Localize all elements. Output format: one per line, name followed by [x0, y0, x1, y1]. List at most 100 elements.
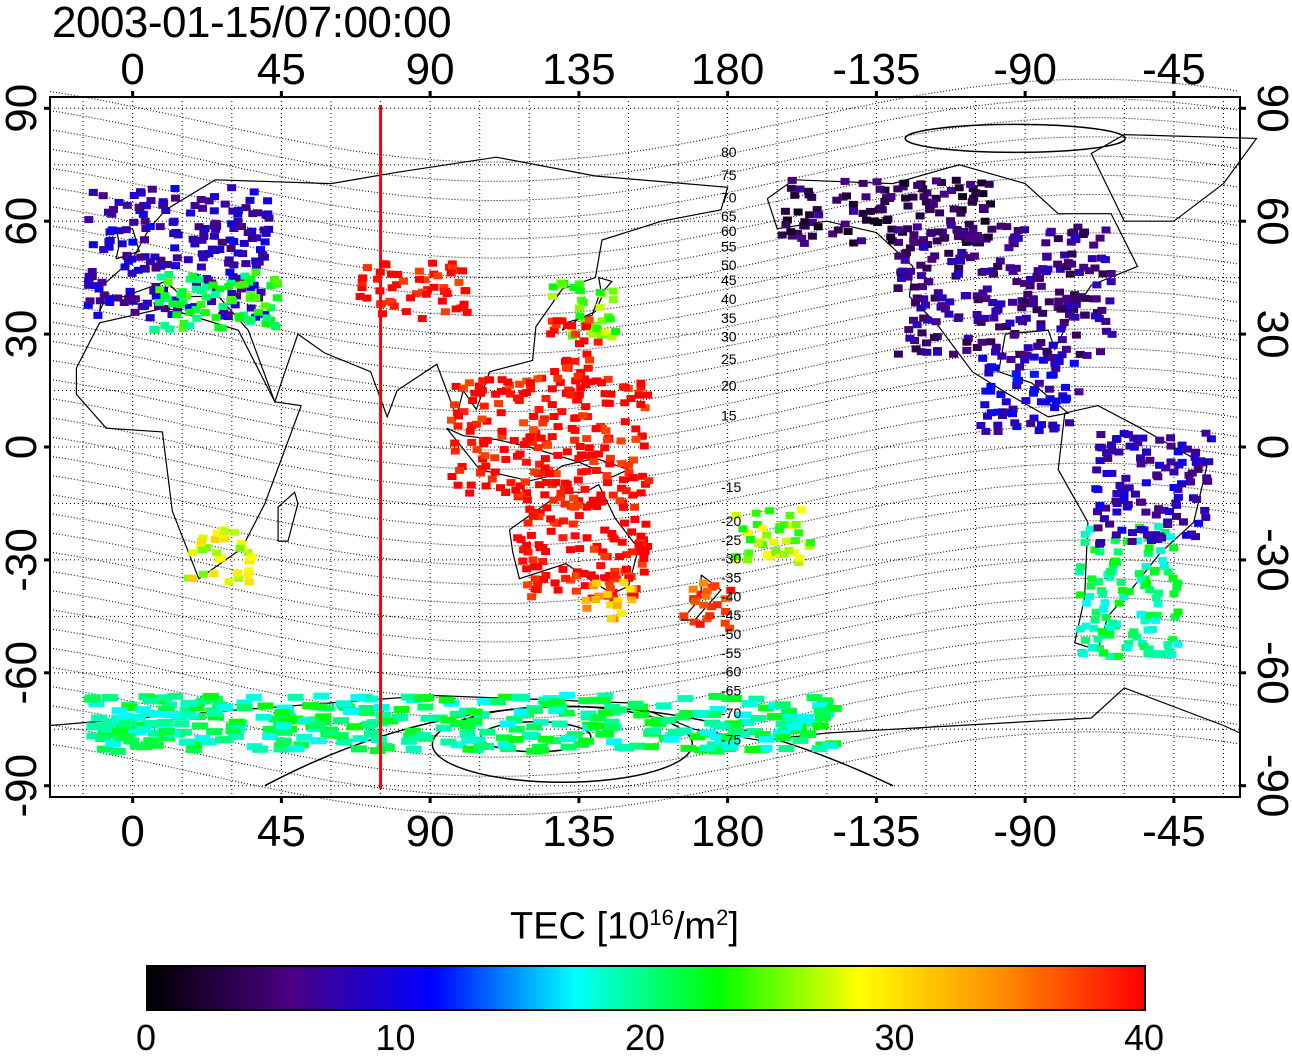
- tec-cell-alaska-canada: [947, 187, 956, 194]
- tec-cell-east-asia: [576, 369, 586, 377]
- tec-cell-southeast-asia: [582, 467, 592, 475]
- tec-cell-japan: [608, 287, 618, 295]
- coastline-eurasia: [99, 156, 729, 419]
- tec-cell-north-america: [1017, 304, 1027, 312]
- tec-cell-europe-south: [194, 275, 204, 283]
- tec-cell-antarctic-ring: [255, 713, 272, 721]
- tec-cell-north-america: [995, 323, 1005, 331]
- tec-cell-alaska-canada: [800, 218, 810, 226]
- tec-cell-alaska-canada: [781, 221, 791, 229]
- tec-cell-europe-south: [196, 301, 206, 309]
- tec-cell-australia: [605, 585, 615, 593]
- tec-cell-central-asia: [417, 315, 427, 323]
- colorbar-tick-label: 0: [135, 1017, 157, 1058]
- tec-cell-north-america: [945, 298, 955, 306]
- tec-cell-southeast-asia: [608, 491, 618, 499]
- tec-cell-antarctic-ring: [217, 704, 234, 711]
- tec-cell-southeast-asia: [643, 391, 653, 399]
- tec-cell-australia: [639, 568, 649, 576]
- tec-cell-brazil: [1172, 512, 1181, 520]
- tec-cell-brazil: [1093, 524, 1103, 532]
- bottom-lon-label: -135: [832, 807, 920, 856]
- tec-cell-central-asia: [401, 308, 411, 316]
- tec-cell-australia: [634, 548, 644, 556]
- tec-cell-antarctic-ring: [522, 732, 538, 739]
- tec-cell-europe: [210, 193, 219, 201]
- tec-cell-brazil: [1155, 461, 1165, 469]
- tec-cell-southeast-asia: [467, 422, 476, 430]
- tec-cell-southeast-asia: [574, 391, 584, 399]
- tec-cell-south-america: [1076, 563, 1086, 571]
- tec-cell-europe: [229, 225, 239, 232]
- tec-cell-southeast-asia: [592, 503, 602, 510]
- tec-cell-north-america: [916, 272, 926, 280]
- tec-cell-central-asia: [421, 290, 431, 298]
- contour-label: 45: [721, 272, 737, 288]
- tec-cell-antarctic-ring: [142, 696, 159, 704]
- tec-cell-southeast-asia: [491, 390, 501, 398]
- tec-cell-central-america: [1044, 385, 1054, 393]
- tec-cell-europe: [261, 229, 271, 237]
- left-lat-label: 90: [0, 84, 46, 133]
- tec-cell-antarctic-ring: [822, 742, 838, 750]
- tec-cell-southeast-asia: [468, 397, 478, 404]
- tec-cell-antarctic-ring: [643, 743, 660, 751]
- tec-cell-southeast-asia: [562, 480, 572, 488]
- tec-cell-central-america: [981, 387, 991, 395]
- tec-cell-antarctic-ring: [350, 745, 367, 753]
- tec-cell-australia: [559, 517, 569, 525]
- tec-cell-southeast-asia: [529, 412, 539, 420]
- tec-cell-alaska-canada: [840, 220, 850, 228]
- tec-cell-north-america: [1062, 263, 1072, 271]
- tec-cell-central-america: [1065, 419, 1074, 427]
- tec-cell-southeast-asia: [547, 385, 557, 393]
- tec-cell-southeast-asia: [490, 468, 500, 476]
- tec-cell-antarctic-ring: [363, 730, 380, 737]
- tec-cell-north-america: [1005, 264, 1015, 272]
- tec-cell-central-america: [1011, 370, 1021, 378]
- tec-cell-europe-south: [178, 297, 188, 305]
- tec-cell-europe-south: [163, 278, 173, 286]
- tec-cell-australia: [528, 556, 538, 564]
- tec-cell-east-asia: [567, 322, 577, 330]
- tec-cell-europe-south: [176, 291, 186, 299]
- tec-cell-central-america: [980, 401, 990, 409]
- tec-cell-antarctic-ring: [598, 730, 614, 738]
- tec-cell-south-america: [1145, 586, 1155, 594]
- tec-cell-antarctic-ring: [772, 729, 789, 737]
- tec-cell-australia: [570, 532, 580, 540]
- tec-cell-antarctic-ring: [775, 720, 792, 728]
- tec-cell-antarctic-ring: [473, 742, 490, 750]
- tec-cell-europe: [184, 304, 194, 311]
- tec-cell-alaska-canada: [858, 209, 868, 217]
- tec-cell-south-america: [1136, 610, 1146, 618]
- tec-cell-europe-south: [262, 314, 272, 322]
- tec-cell-north-america: [1018, 318, 1028, 326]
- tec-cell-south-america: [1142, 580, 1152, 588]
- tec-cell-australia: [609, 535, 619, 543]
- tec-cell-north-america: [1092, 281, 1102, 289]
- tec-cell-southeast-asia: [605, 460, 615, 468]
- tec-cell-europe: [220, 200, 230, 208]
- tec-cell-north-america: [917, 329, 927, 337]
- tec-cell-central-america: [986, 382, 996, 390]
- tec-cell-brazil: [1123, 501, 1133, 508]
- tec-cell-antarctic-ring: [143, 737, 160, 745]
- tec-cell-europe: [246, 304, 256, 312]
- tec-cell-north-america: [893, 285, 903, 292]
- tec-cell-antarctic-ring: [391, 713, 408, 721]
- tec-cell-brazil: [1172, 501, 1182, 509]
- tec-cell-europe: [209, 207, 219, 215]
- tec-cell-antarctic-ring: [775, 734, 792, 742]
- tec-cell-australia: [525, 505, 535, 513]
- tec-cell-pacific-islands: [731, 553, 741, 560]
- tec-cell-north-america: [1046, 227, 1056, 235]
- tec-cell-brazil: [1095, 540, 1105, 548]
- tec-cell-southeast-asia: [525, 379, 535, 387]
- tec-cell-east-asia: [570, 357, 580, 365]
- tec-cell-southeast-asia: [560, 500, 570, 508]
- tec-cell-alaska-canada: [799, 222, 809, 230]
- tec-cell-japan: [548, 292, 557, 300]
- tec-cell-southeast-asia: [490, 454, 500, 462]
- tec-cell-australia: [600, 526, 610, 534]
